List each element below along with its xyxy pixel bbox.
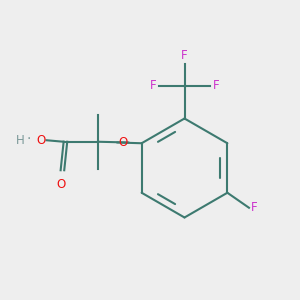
Text: F: F [251,201,258,214]
Text: F: F [150,79,157,92]
Text: F: F [212,79,219,92]
Text: O: O [56,178,65,191]
Text: ·: · [26,132,30,146]
Text: O: O [118,136,128,149]
Text: O: O [37,134,46,147]
Text: F: F [181,50,188,62]
Text: H: H [16,134,25,147]
